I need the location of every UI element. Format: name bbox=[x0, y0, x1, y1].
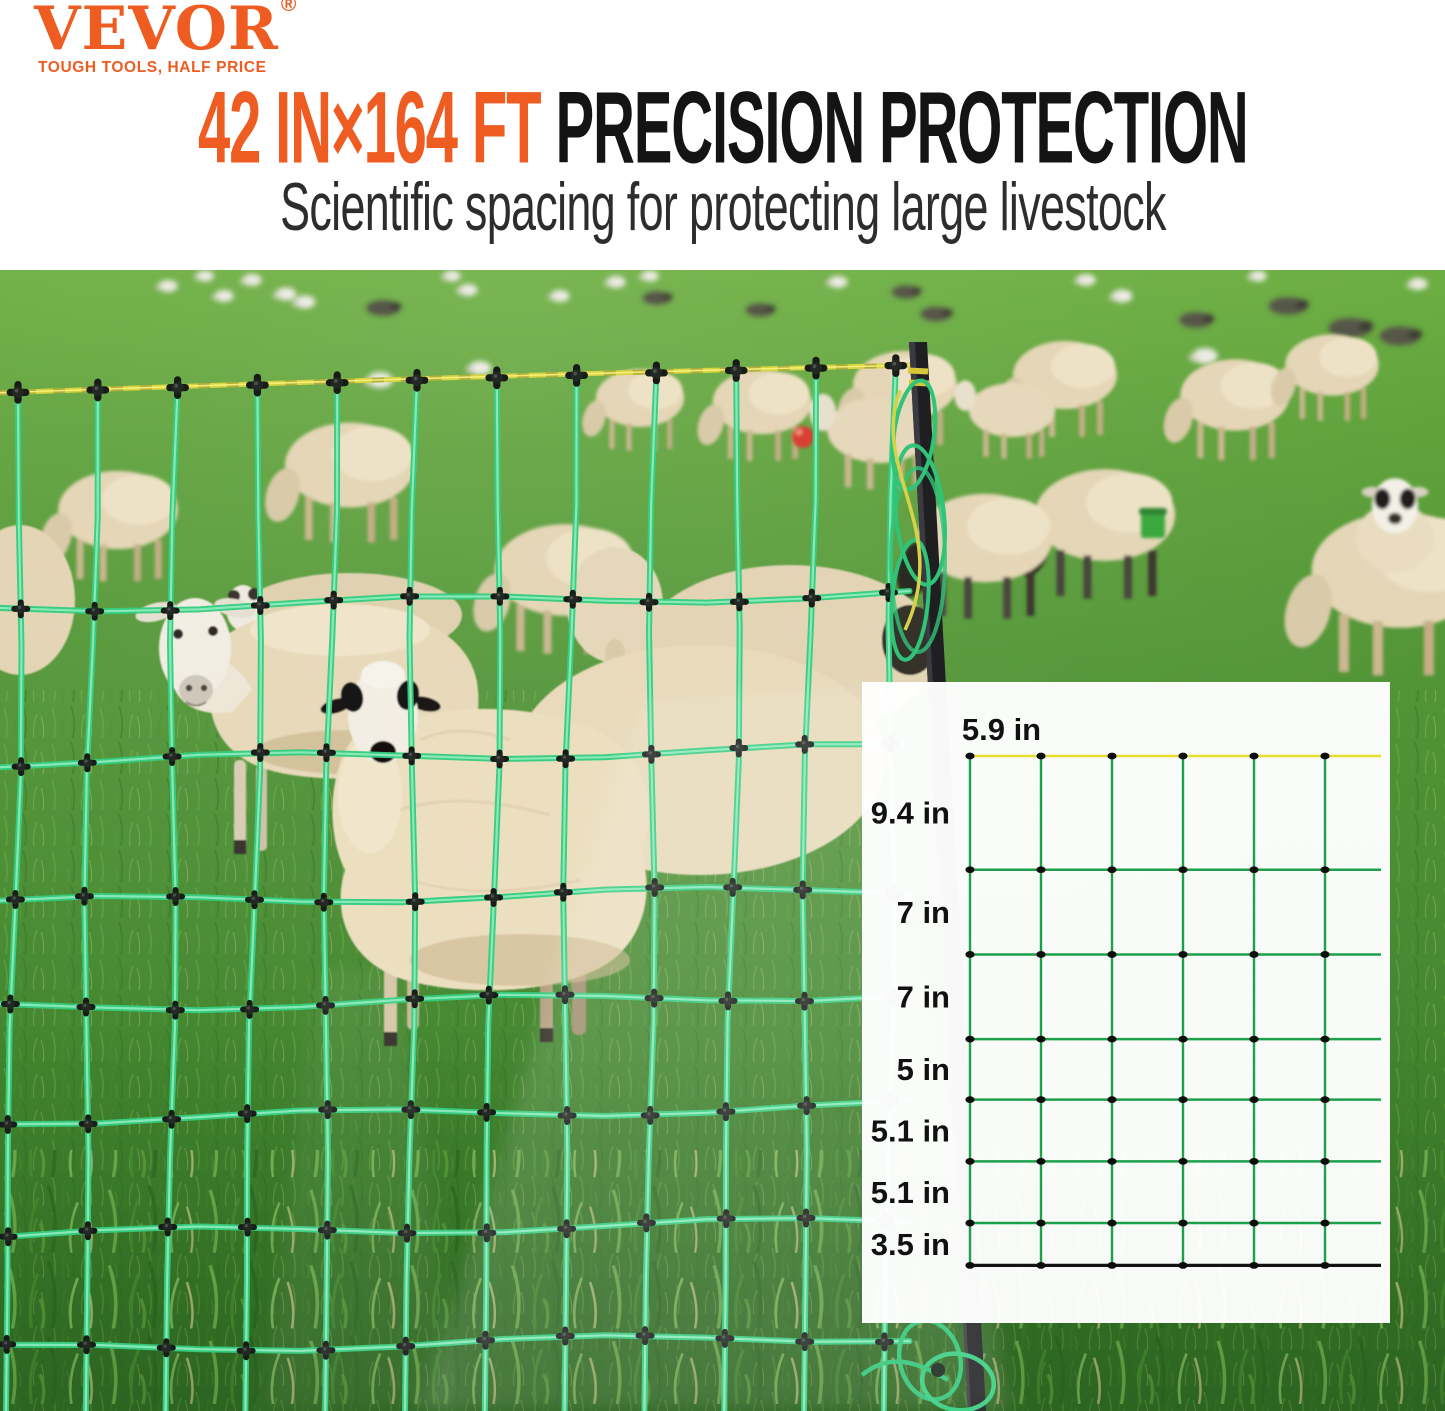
svg-text:7 in: 7 in bbox=[897, 980, 950, 1015]
svg-text:5.9 in: 5.9 in bbox=[962, 712, 1041, 747]
red-ball bbox=[792, 426, 814, 448]
headline: 42 IN×164 FT PRECISION PROTECTION bbox=[0, 77, 1445, 179]
ewe-head bbox=[159, 598, 231, 698]
svg-text:9.4 in: 9.4 in bbox=[871, 796, 950, 831]
svg-text:5 in: 5 in bbox=[897, 1052, 950, 1087]
headline-text: 42 IN×164 FT PRECISION PROTECTION bbox=[198, 77, 1249, 179]
registered-mark: ® bbox=[280, 0, 298, 16]
headline-dimensions: 42 IN×164 FT bbox=[197, 70, 541, 186]
spacing-diagram-panel: 5.9 in 9.4 in 7 in 7 in 5 in 5.1 in 5.1 in 3.5 … bbox=[862, 682, 1390, 1323]
pasture-props bbox=[792, 426, 1167, 538]
brand-tagline: TOUGH TOOLS, HALF PRICE bbox=[38, 59, 267, 76]
spacing-diagram: 5.9 in 9.4 in 7 in 7 in 5 in 5.1 in 5.1 in 3.5 … bbox=[871, 712, 1381, 1269]
green-feeder bbox=[1139, 508, 1167, 538]
subheadline-text: Scientific spacing for protecting large … bbox=[279, 169, 1166, 245]
headline-claim: PRECISION PROTECTION bbox=[555, 70, 1248, 186]
pasture-photo: 5.9 in 9.4 in 7 in 7 in 5 in 5.1 in 5.1 in 3.5 … bbox=[0, 270, 1445, 1411]
brand-logo-text: VEVOR bbox=[34, 0, 279, 64]
svg-text:5.1 in: 5.1 in bbox=[871, 1113, 950, 1148]
brand-logo: VEVOR® bbox=[34, 0, 297, 59]
subheadline: Scientific spacing for protecting large … bbox=[0, 173, 1445, 241]
svg-text:7 in: 7 in bbox=[897, 895, 950, 930]
svg-text:3.5 in: 3.5 in bbox=[871, 1227, 950, 1262]
svg-text:5.1 in: 5.1 in bbox=[871, 1175, 950, 1210]
